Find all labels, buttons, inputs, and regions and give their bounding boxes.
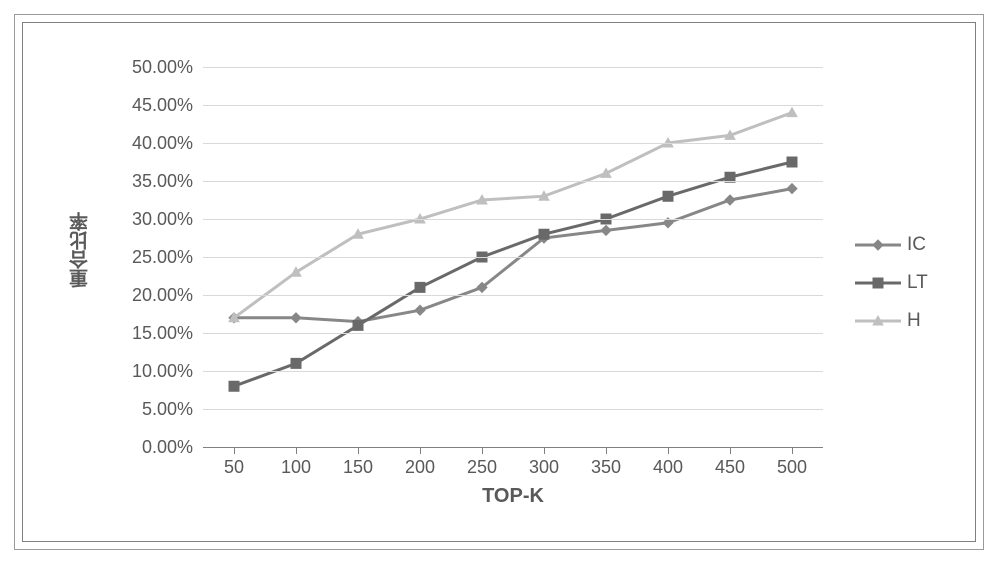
square-icon [873, 278, 883, 288]
x-tick-label: 400 [653, 457, 683, 478]
series-marker-IC [291, 313, 301, 323]
gridline [203, 409, 823, 410]
series-marker-LT [663, 191, 673, 201]
chart-frame: 0.00% 5.00% 10.00% 15.00% 20.00% 25.00% 30.00%… [22, 22, 976, 542]
y-tick-label: 5.00% [23, 400, 193, 418]
series-marker-IC [725, 195, 735, 205]
series-marker-H [787, 108, 797, 117]
series-marker-IC [787, 184, 797, 194]
diamond-icon [873, 240, 883, 250]
x-tick-label: 100 [281, 457, 311, 478]
x-tick-label: 350 [591, 457, 621, 478]
gridline [203, 219, 823, 220]
y-tick-label: 20.00% [23, 286, 193, 304]
series-marker-LT [353, 320, 363, 330]
series-line-IC [234, 189, 792, 322]
x-tick-label: 450 [715, 457, 745, 478]
chart-legend: IC LT H [855, 233, 928, 347]
series-marker-LT [291, 358, 301, 368]
x-tick-label: 200 [405, 457, 435, 478]
y-axis-title: 重合比率 [67, 212, 94, 288]
legend-item: IC [855, 233, 928, 257]
y-tick-label: 30.00% [23, 210, 193, 228]
gridline [203, 371, 823, 372]
y-tick-label: 25.00% [23, 248, 193, 266]
y-tick-label: 45.00% [23, 96, 193, 114]
triangle-icon [873, 316, 883, 325]
legend-item: H [855, 309, 928, 333]
legend-swatch [855, 271, 901, 295]
legend-label: LT [907, 272, 928, 294]
x-tick-mark [606, 447, 607, 454]
legend-swatch [855, 233, 901, 257]
y-tick-label: 0.00% [23, 438, 193, 456]
series-marker-IC [415, 305, 425, 315]
x-tick-label: 50 [224, 457, 244, 478]
gridline [203, 67, 823, 68]
series-marker-LT [229, 381, 239, 391]
y-tick-label: 15.00% [23, 324, 193, 342]
legend-item: LT [855, 271, 928, 295]
series-marker-IC [601, 225, 611, 235]
x-tick-mark [296, 447, 297, 454]
x-tick-mark [792, 447, 793, 454]
gridline [203, 333, 823, 334]
x-tick-label: 500 [777, 457, 807, 478]
legend-swatch [855, 309, 901, 333]
x-tick-mark [544, 447, 545, 454]
y-tick-label: 50.00% [23, 58, 193, 76]
y-tick-label: 10.00% [23, 362, 193, 380]
series-marker-LT [787, 157, 797, 167]
gridline [203, 295, 823, 296]
legend-label: IC [907, 234, 926, 256]
gridline [203, 257, 823, 258]
x-tick-mark [358, 447, 359, 454]
y-tick-label: 40.00% [23, 134, 193, 152]
x-tick-mark [668, 447, 669, 454]
x-tick-mark [234, 447, 235, 454]
x-axis-title: TOP-K [203, 485, 823, 508]
y-tick-label: 35.00% [23, 172, 193, 190]
gridline [203, 143, 823, 144]
gridline [203, 105, 823, 106]
series-marker-LT [415, 282, 425, 292]
x-tick-label: 150 [343, 457, 373, 478]
series-marker-LT [539, 229, 549, 239]
x-tick-mark [420, 447, 421, 454]
series-line-LT [234, 162, 792, 386]
gridline [203, 181, 823, 182]
x-tick-label: 250 [467, 457, 497, 478]
x-tick-label: 300 [529, 457, 559, 478]
legend-label: H [907, 310, 921, 332]
x-tick-mark [482, 447, 483, 454]
x-tick-mark [730, 447, 731, 454]
